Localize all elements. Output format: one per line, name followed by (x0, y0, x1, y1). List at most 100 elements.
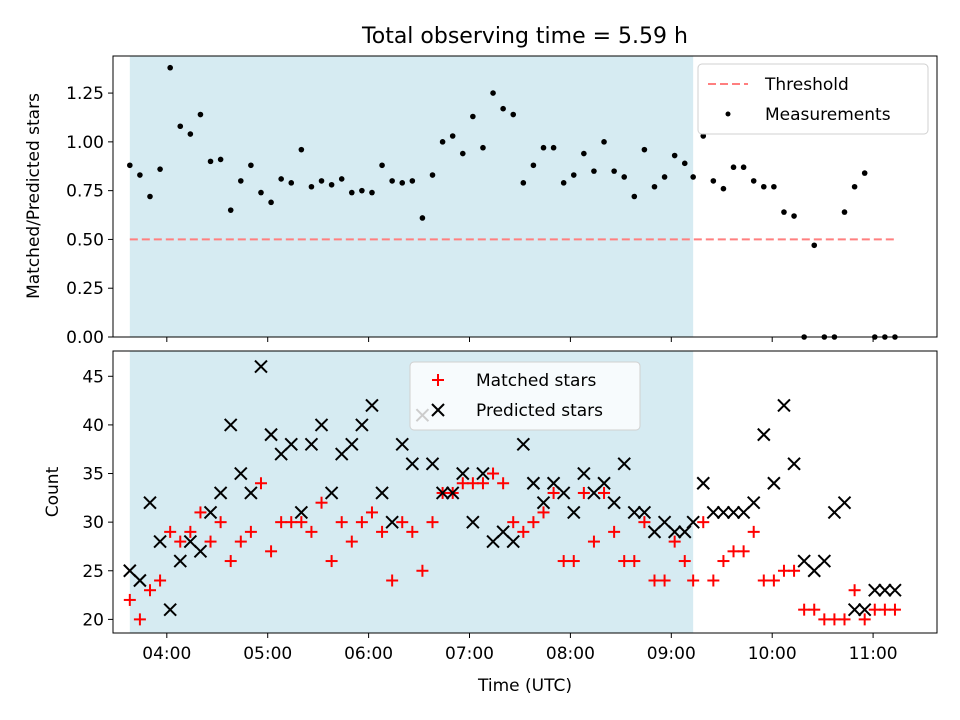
matched-star-point (587, 535, 600, 548)
matched-star-point (868, 603, 881, 616)
measurement-point (750, 178, 757, 184)
measurement-point (470, 113, 476, 120)
measurement-point (791, 213, 797, 219)
y-tick-label: 25 (82, 562, 104, 582)
predicted-star-point (706, 505, 721, 520)
matched-star-point (557, 555, 570, 568)
predicted-star-point (345, 437, 359, 452)
predicted-star-point (294, 505, 309, 520)
matched-star-point (678, 555, 691, 568)
predicted-star-point (264, 427, 278, 442)
measurement-point (690, 174, 696, 180)
y-tick-label: 30 (82, 513, 104, 533)
measurement-point (851, 183, 858, 190)
predicted-star-point (696, 476, 710, 490)
matched-star-point (737, 545, 750, 558)
matched-star-point (848, 584, 861, 597)
predicted-star-point (617, 457, 631, 471)
predicted-star-point (868, 583, 882, 597)
measurement-point (207, 158, 214, 165)
bottom-plot-frame (112, 350, 938, 634)
measurement-point (771, 183, 777, 190)
x-tick-label: 11:00 (849, 644, 898, 664)
matched-star-point (224, 555, 237, 568)
predicted-star-point (254, 359, 268, 374)
measurement-point (681, 160, 688, 167)
matched-star-point (507, 516, 520, 529)
matched-star-point (265, 545, 278, 558)
legend-matched-swatch (432, 374, 444, 386)
measurement-point (861, 170, 868, 176)
measurement-point (591, 168, 597, 174)
matched-star-point (164, 525, 177, 538)
predicted-star-point (567, 505, 581, 520)
matched-star-point (365, 506, 378, 519)
measurement-point (720, 185, 727, 192)
bottom-legend: Matched stars Predicted stars (409, 361, 641, 431)
measurement-point (419, 215, 426, 221)
measurement-point (641, 146, 648, 153)
predicted-star-point (244, 486, 258, 500)
predicted-star-point (767, 476, 781, 490)
measurement-point (177, 123, 184, 130)
predicted-star-point (516, 437, 531, 452)
matched-star-point (567, 555, 580, 568)
measurement-point (409, 178, 416, 184)
matched-star-point (878, 603, 891, 616)
matched-star-point (285, 516, 298, 529)
measurement-point (530, 162, 537, 169)
top-y-axis-label: Matched/Predicted stars (24, 93, 44, 299)
predicted-star-point (466, 515, 480, 529)
legend-measurements-label: Measurements (765, 105, 891, 125)
y-tick-label: 1.00 (66, 133, 104, 153)
measurement-point (227, 207, 234, 213)
measurement-point (611, 168, 617, 174)
measurement-point (258, 189, 264, 196)
matched-star-point (133, 613, 146, 626)
predicted-star-point (637, 505, 652, 520)
predicted-star-point (526, 476, 541, 490)
measurement-point (348, 189, 355, 196)
measurement-point (288, 180, 295, 186)
legend-predicted-label: Predicted stars (476, 401, 603, 421)
predicted-star-point (304, 437, 319, 452)
measurement-point (510, 111, 517, 118)
matched-star-point (527, 516, 540, 529)
measurement-point (490, 90, 496, 96)
matched-star-point (335, 516, 348, 529)
predicted-star-point (173, 554, 187, 568)
predicted-star-point (284, 437, 298, 452)
matched-star-point (184, 525, 197, 538)
measurement-point (379, 162, 385, 169)
matched-star-point (194, 506, 207, 519)
matched-star-point (487, 467, 500, 480)
matched-star-point (123, 593, 136, 606)
measurement-point (651, 183, 658, 190)
predicted-star-point (395, 437, 409, 452)
measurement-point (730, 164, 737, 171)
matched-star-point (204, 535, 217, 548)
matched-star-point (808, 603, 821, 616)
predicted-star-point (627, 505, 642, 520)
matched-star-point (648, 574, 661, 587)
measurement-point (570, 172, 577, 178)
predicted-star-point (234, 466, 248, 481)
predicted-star-point (203, 505, 218, 520)
predicted-star-point (777, 398, 791, 413)
matched-star-point (707, 574, 720, 587)
matched-star-point (466, 477, 479, 490)
matched-star-point (608, 525, 621, 538)
predicted-star-point (787, 457, 801, 471)
measurement-point (157, 166, 163, 172)
measurement-point (167, 64, 173, 71)
predicted-star-point (133, 573, 147, 588)
measurement-point (429, 172, 436, 178)
matched-star-point (687, 574, 700, 587)
matched-star-point (888, 603, 901, 616)
predicted-star-point (597, 476, 611, 490)
predicted-star-point (817, 554, 832, 568)
measurement-point (520, 180, 527, 186)
measurement-point (500, 105, 506, 112)
matched-star-point (295, 516, 308, 529)
matched-star-point (376, 525, 389, 538)
